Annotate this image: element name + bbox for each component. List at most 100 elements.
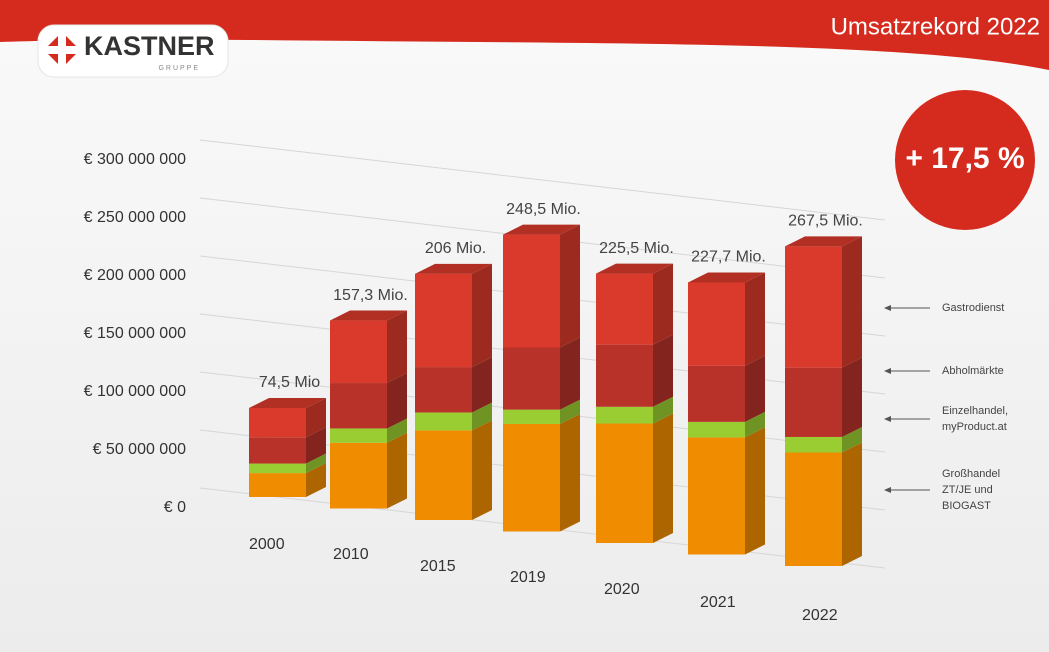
- bar-side: [842, 426, 862, 453]
- bar-side: [560, 337, 580, 410]
- bar-segment: [249, 407, 306, 438]
- value-label: 227,7 Mio.: [691, 249, 766, 266]
- value-label: 225,5 Mio.: [599, 240, 674, 257]
- bar-segment: [503, 234, 560, 348]
- bar-side: [842, 236, 862, 368]
- bar-side: [560, 224, 580, 348]
- bar-segment: [503, 347, 560, 410]
- y-tick-label: € 300 000 000: [84, 151, 186, 168]
- bar-segment: [330, 442, 387, 509]
- bar-side: [472, 402, 492, 431]
- bar-segment: [330, 320, 387, 384]
- bar-segment: [688, 282, 745, 366]
- logo-text: KASTNER: [84, 31, 215, 61]
- bar-side: [842, 442, 862, 566]
- bar-side: [653, 396, 673, 424]
- bar-side: [842, 357, 862, 437]
- bar-segment: [415, 273, 472, 368]
- legend-arrowhead: [884, 368, 891, 374]
- legend-entry: Gastrodienst: [942, 302, 1005, 314]
- logo-subtext: GRUPPE: [158, 65, 200, 72]
- bar-top: [415, 263, 492, 274]
- bar-side: [387, 432, 407, 509]
- y-tick-label: € 150 000 000: [84, 325, 186, 342]
- x-tick-label: 2021: [700, 594, 736, 611]
- bar-side: [306, 463, 326, 497]
- bar-side: [653, 263, 673, 345]
- bar-segment: [330, 428, 387, 443]
- bar-segment: [415, 412, 472, 431]
- legend-arrowhead: [884, 416, 891, 422]
- bar-segment: [596, 273, 653, 345]
- y-tick-label: € 200 000 000: [84, 267, 186, 284]
- logo-box: [37, 24, 229, 78]
- y-tick-label: € 250 000 000: [84, 209, 186, 226]
- bar-side: [306, 427, 326, 464]
- value-label: 267,5 Mio.: [788, 213, 863, 230]
- x-tick-label: 2000: [249, 536, 285, 553]
- legend-arrowhead: [884, 487, 891, 493]
- legend-entry: Großhandel ZT/JE und BIOGAST: [942, 468, 1001, 512]
- bar-top: [688, 272, 765, 283]
- bar-segment: [596, 423, 653, 543]
- bar-segment: [785, 436, 842, 453]
- y-tick-label: € 0: [164, 499, 186, 516]
- bar-side: [745, 272, 765, 366]
- bar-segment: [249, 473, 306, 497]
- bar-side: [472, 263, 492, 368]
- bar-segment: [596, 344, 653, 407]
- x-tick-label: 2022: [802, 607, 838, 624]
- bar-side: [653, 334, 673, 407]
- y-tick-label: € 100 000 000: [84, 383, 186, 400]
- bar-top: [249, 397, 326, 408]
- bar-side: [745, 427, 765, 555]
- bar-side: [560, 413, 580, 532]
- bar-segment: [503, 409, 560, 424]
- logo-icon: [48, 36, 76, 64]
- bar-side: [306, 453, 326, 474]
- bar-side: [306, 397, 326, 438]
- bar-top: [596, 263, 673, 274]
- bar-segment: [785, 452, 842, 566]
- bar-segment: [249, 463, 306, 474]
- bar-side: [472, 357, 492, 413]
- bar-side: [387, 310, 407, 384]
- grid-line: [199, 139, 886, 221]
- bar-segment: [688, 365, 745, 422]
- bar-segment: [785, 246, 842, 368]
- bar-segment: [596, 406, 653, 424]
- bar-side: [472, 420, 492, 520]
- value-label: 74,5 Mio: [259, 374, 320, 391]
- annotation: + 17,5 %: [905, 142, 1024, 175]
- bar-segment: [785, 367, 842, 437]
- x-tick-label: 2010: [333, 546, 369, 563]
- legend-entry: Abholmärkte: [942, 365, 1004, 377]
- bar-segment: [415, 430, 472, 520]
- bar-side: [387, 418, 407, 443]
- x-tick-label: 2020: [604, 581, 640, 598]
- bar-side: [745, 355, 765, 422]
- value-label: 206 Mio.: [425, 240, 486, 257]
- legend-arrowhead: [884, 305, 891, 311]
- bar-segment: [249, 437, 306, 464]
- bar-side: [387, 373, 407, 429]
- bar-top: [503, 224, 580, 235]
- y-tick-label: € 50 000 000: [93, 441, 187, 458]
- bar-segment: [330, 383, 387, 429]
- bar-segment: [688, 437, 745, 555]
- bar-segment: [415, 367, 472, 413]
- slide-title: Umsatzrekord 2022: [831, 13, 1040, 40]
- bar-segment: [503, 423, 560, 532]
- x-tick-label: 2019: [510, 569, 546, 586]
- bar-side: [745, 411, 765, 438]
- bar-top: [330, 310, 407, 321]
- value-label: 157,3 Mio.: [333, 287, 408, 304]
- value-label: 248,5 Mio.: [506, 201, 581, 218]
- bar-side: [560, 399, 580, 424]
- bar-top: [785, 236, 862, 247]
- legend-entry: Einzelhandel, myProduct.at: [942, 405, 1009, 433]
- badge: [895, 90, 1035, 230]
- bar-side: [653, 413, 673, 543]
